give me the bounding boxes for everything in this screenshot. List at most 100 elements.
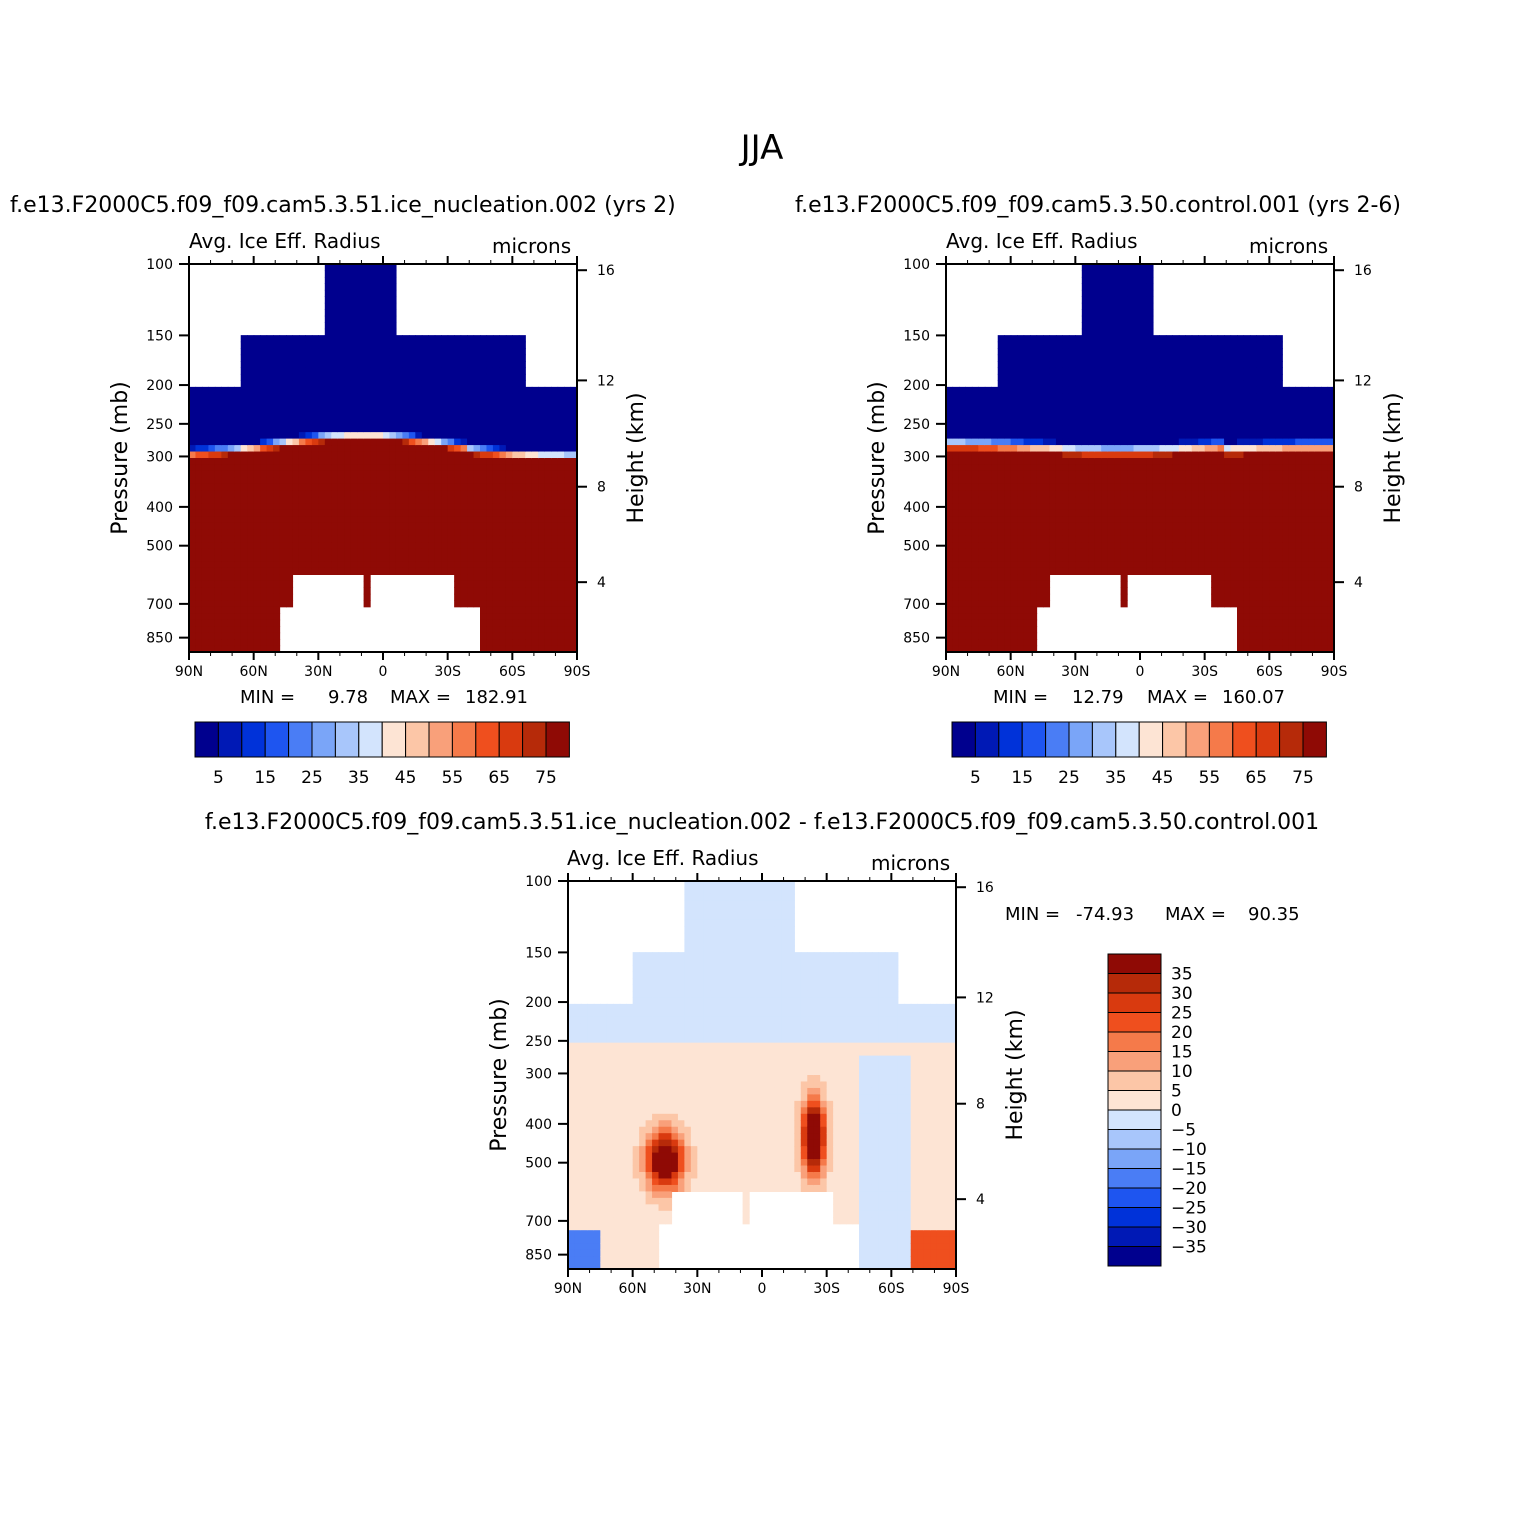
panel-b-ytick-label: 400 bbox=[903, 500, 930, 516]
panel-b-units: microns bbox=[1249, 234, 1329, 258]
panel-b-ytick-label: 850 bbox=[903, 631, 930, 647]
panel-diff-xtick-label: 30S bbox=[813, 1281, 840, 1297]
panel-b-colorbar-cell bbox=[1255, 721, 1281, 758]
panel-b-xtick-label: 30N bbox=[1061, 664, 1089, 680]
panel-diff-ytick-right-label: 8 bbox=[976, 1097, 985, 1113]
panel-diff-colorbar-cell bbox=[1107, 1129, 1162, 1150]
panel-a-xtick-label: 90S bbox=[564, 664, 591, 680]
panel-a-colorbar-cell bbox=[288, 721, 313, 758]
panel-diff-colorbar-label: 10 bbox=[1171, 1062, 1193, 1082]
panel-diff-colorbar-cell bbox=[1107, 1012, 1162, 1033]
panel-a-colorbar-cell bbox=[194, 721, 219, 758]
panel-diff-xtick-label: 30N bbox=[683, 1281, 711, 1297]
plot-panel-diff: 90N 60N 30N 0 30S 60S 90S 100 150 200 250 300 400 500… bbox=[487, 873, 1028, 1297]
panel-diff-xtick-label: 90N bbox=[554, 1281, 582, 1297]
panel-b-colorbar-cell bbox=[1208, 721, 1234, 758]
panel-diff-xtick-label: 60S bbox=[878, 1281, 905, 1297]
panel-diff-colorbar-label: 35 bbox=[1171, 965, 1193, 985]
panel-diff-ytick-label: 400 bbox=[525, 1117, 552, 1133]
panel-diff-colorbar-cell bbox=[1107, 992, 1162, 1013]
panel-a-colorbar-label: 25 bbox=[301, 768, 323, 788]
panel-b-xtick-label: 60N bbox=[997, 664, 1025, 680]
panel-a-ytick-label: 250 bbox=[146, 417, 173, 433]
panel-a-colorbar-cell bbox=[381, 721, 407, 758]
panel-b-ytick-label: 100 bbox=[903, 257, 930, 273]
panel-b-colorbar-cell bbox=[1138, 721, 1164, 758]
panel-diff-colorbar-label: 0 bbox=[1171, 1101, 1182, 1121]
panel-b-min-value: 12.79 bbox=[1072, 687, 1124, 708]
panel-b-colorbar-cell bbox=[1068, 721, 1093, 758]
panel-b-ytick-right-label: 12 bbox=[1354, 373, 1372, 389]
panel-b-colorbar-cell bbox=[1232, 721, 1257, 758]
panel-diff-colorbar-cell bbox=[1107, 1168, 1162, 1189]
panel-diff-ytick-label: 150 bbox=[525, 945, 552, 961]
panel-a-variable-title: Avg. Ice Eff. Radius bbox=[189, 229, 381, 253]
panel-b-ytick-label: 700 bbox=[903, 597, 930, 613]
panel-a-units: microns bbox=[492, 234, 572, 258]
panel-a-ylabel-right: Height (km) bbox=[624, 392, 649, 523]
panel-b-ytick-label: 150 bbox=[903, 328, 930, 344]
panel-diff-ytick-label: 250 bbox=[525, 1034, 552, 1050]
panel-a-colorbar-label: 35 bbox=[348, 768, 370, 788]
panel-diff-colorbar-label: −20 bbox=[1171, 1179, 1207, 1199]
panel-a-ytick-label: 100 bbox=[146, 257, 173, 273]
panel-b-colorbar-label: 65 bbox=[1245, 768, 1267, 788]
panel-a-colorbar-label: 75 bbox=[535, 768, 557, 788]
panel-diff-colorbar-cell bbox=[1107, 1109, 1162, 1130]
panel-diff-colorbar-cell bbox=[1107, 1070, 1162, 1091]
panel-a-colorbar-label: 65 bbox=[488, 768, 510, 788]
panel-b-ytick-label: 250 bbox=[903, 417, 930, 433]
panel-diff-colorbar-label: 5 bbox=[1171, 1082, 1182, 1102]
panel-diff-ytick-label: 300 bbox=[525, 1066, 552, 1082]
plot-panel-a: 90N 60N 30N 0 30S 60S 90S 100 150 200 250 300 400 500… bbox=[108, 256, 649, 680]
panel-diff-colorbar-label: 15 bbox=[1171, 1043, 1193, 1063]
panel-diff-colorbar-cell bbox=[1107, 1207, 1162, 1228]
panel-diff-ylabel: Pressure (mb) bbox=[487, 998, 512, 1152]
panel-a-colorbar-label: 55 bbox=[442, 768, 464, 788]
panel-a-colorbar-cell bbox=[241, 721, 266, 758]
panel-diff-min-value: -74.93 bbox=[1076, 904, 1135, 925]
panel-b-colorbar-label: 5 bbox=[970, 768, 981, 788]
panel-a-colorbar-cell bbox=[358, 721, 383, 758]
panel-diff-min-label: MIN = bbox=[1005, 904, 1061, 925]
figure-title: JJA bbox=[740, 128, 784, 168]
panel-diff-ytick-label: 850 bbox=[525, 1248, 552, 1264]
panel-b-colorbar-cell bbox=[951, 721, 976, 758]
panel-a-colorbar: 5 15 25 35 45 55 65 75 bbox=[194, 721, 570, 788]
panel-a-colorbar-cell bbox=[522, 721, 547, 758]
panel-b-colorbar-cell bbox=[1115, 721, 1140, 758]
right-case-title: f.e13.F2000C5.f09_f09.cam5.3.50.control.… bbox=[795, 193, 1401, 218]
panel-diff-colorbar-cell bbox=[1107, 1031, 1162, 1052]
panel-diff-variable-title: Avg. Ice Eff. Radius bbox=[567, 846, 759, 870]
panel-a-max-label: MAX = bbox=[390, 687, 451, 708]
panel-diff-colorbar-cell bbox=[1107, 1226, 1162, 1247]
panel-a-ylabel: Pressure (mb) bbox=[108, 381, 133, 535]
panel-b-colorbar-label: 35 bbox=[1105, 768, 1127, 788]
panel-b-colorbar-cell bbox=[1185, 721, 1210, 758]
panel-b-colorbar-label: 55 bbox=[1199, 768, 1221, 788]
panel-diff-colorbar-label: 20 bbox=[1171, 1023, 1193, 1043]
panel-diff-colorbar-cell bbox=[1107, 1051, 1162, 1072]
panel-a-colorbar-cell bbox=[334, 721, 360, 758]
panel-b-colorbar-label: 15 bbox=[1011, 768, 1033, 788]
panel-b-colorbar-label: 75 bbox=[1292, 768, 1314, 788]
panel-a-min-value: 9.78 bbox=[328, 687, 369, 708]
panel-a-colorbar-label: 5 bbox=[213, 768, 224, 788]
panel-diff-colorbar-cell bbox=[1107, 1090, 1162, 1111]
panel-diff-colorbar-label: −15 bbox=[1171, 1160, 1207, 1180]
panel-a-ytick-label: 200 bbox=[146, 378, 173, 394]
panel-diff-max-label: MAX = bbox=[1165, 904, 1226, 925]
diff-case-title: f.e13.F2000C5.f09_f09.cam5.3.51.ice_nucl… bbox=[204, 810, 1320, 835]
panel-a-colorbar-cell bbox=[311, 721, 336, 758]
panel-a-ytick-label: 850 bbox=[146, 631, 173, 647]
panel-diff-colorbar-label: −35 bbox=[1171, 1238, 1207, 1258]
panel-a-ytick-right-label: 16 bbox=[597, 263, 615, 279]
panel-diff-colorbar-label: 25 bbox=[1171, 1004, 1193, 1024]
panel-a-colorbar-cell bbox=[545, 721, 570, 758]
panel-diff-colorbar-cell bbox=[1107, 1148, 1162, 1169]
panel-a-ytick-label: 700 bbox=[146, 597, 173, 613]
panel-a-ytick-right-label: 4 bbox=[597, 575, 606, 591]
panel-b-ytick-label: 500 bbox=[903, 539, 930, 555]
